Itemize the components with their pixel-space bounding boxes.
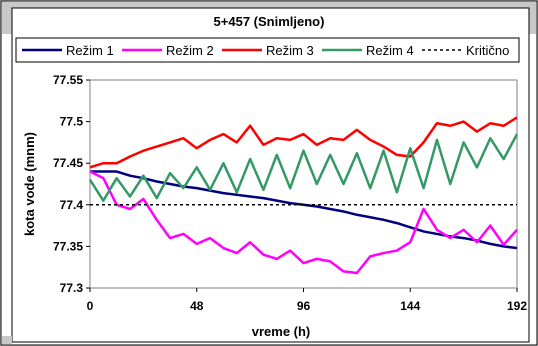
y-tick-label: 77.5 <box>60 115 84 129</box>
x-tick-label: 48 <box>190 299 204 313</box>
legend-label: Kritično <box>466 43 509 58</box>
series-line-3 <box>89 116 518 169</box>
y-tick-label: 77.3 <box>60 281 84 295</box>
y-tick-label: 77.4 <box>60 198 84 212</box>
plot-area <box>89 79 518 289</box>
legend-label: Režim 1 <box>66 43 114 58</box>
bottom-strip <box>2 336 12 344</box>
legend-label: Režim 4 <box>366 43 414 58</box>
x-tick-label: 0 <box>87 299 94 313</box>
y-axis: 77.3 77.35 77.4 77.45 77.5 77.55 <box>53 73 90 295</box>
y-tick-label: 77.45 <box>53 156 83 170</box>
series-line-4 <box>88 133 519 202</box>
legend-label: Režim 3 <box>266 43 314 58</box>
series-line-2 <box>89 170 518 275</box>
x-tick-label: 192 <box>507 299 527 313</box>
x-axis-label: vreme (h) <box>252 324 311 339</box>
chart-title: 5+457 (Snimljeno) <box>214 14 325 29</box>
x-axis: 0 48 96 144 192 <box>87 288 527 313</box>
y-tick-label: 77.55 <box>53 73 83 87</box>
legend: Režim 1 Režim 2 Režim 3 Režim 4 Kritično <box>15 37 520 63</box>
x-tick-label: 144 <box>400 299 420 313</box>
x-tick-label: 96 <box>297 299 311 313</box>
legend-label: Režim 2 <box>166 43 214 58</box>
y-tick-label: 77.35 <box>53 239 83 253</box>
series-layer <box>88 116 519 275</box>
y-axis-label: kota vode (mnm) <box>22 132 37 236</box>
